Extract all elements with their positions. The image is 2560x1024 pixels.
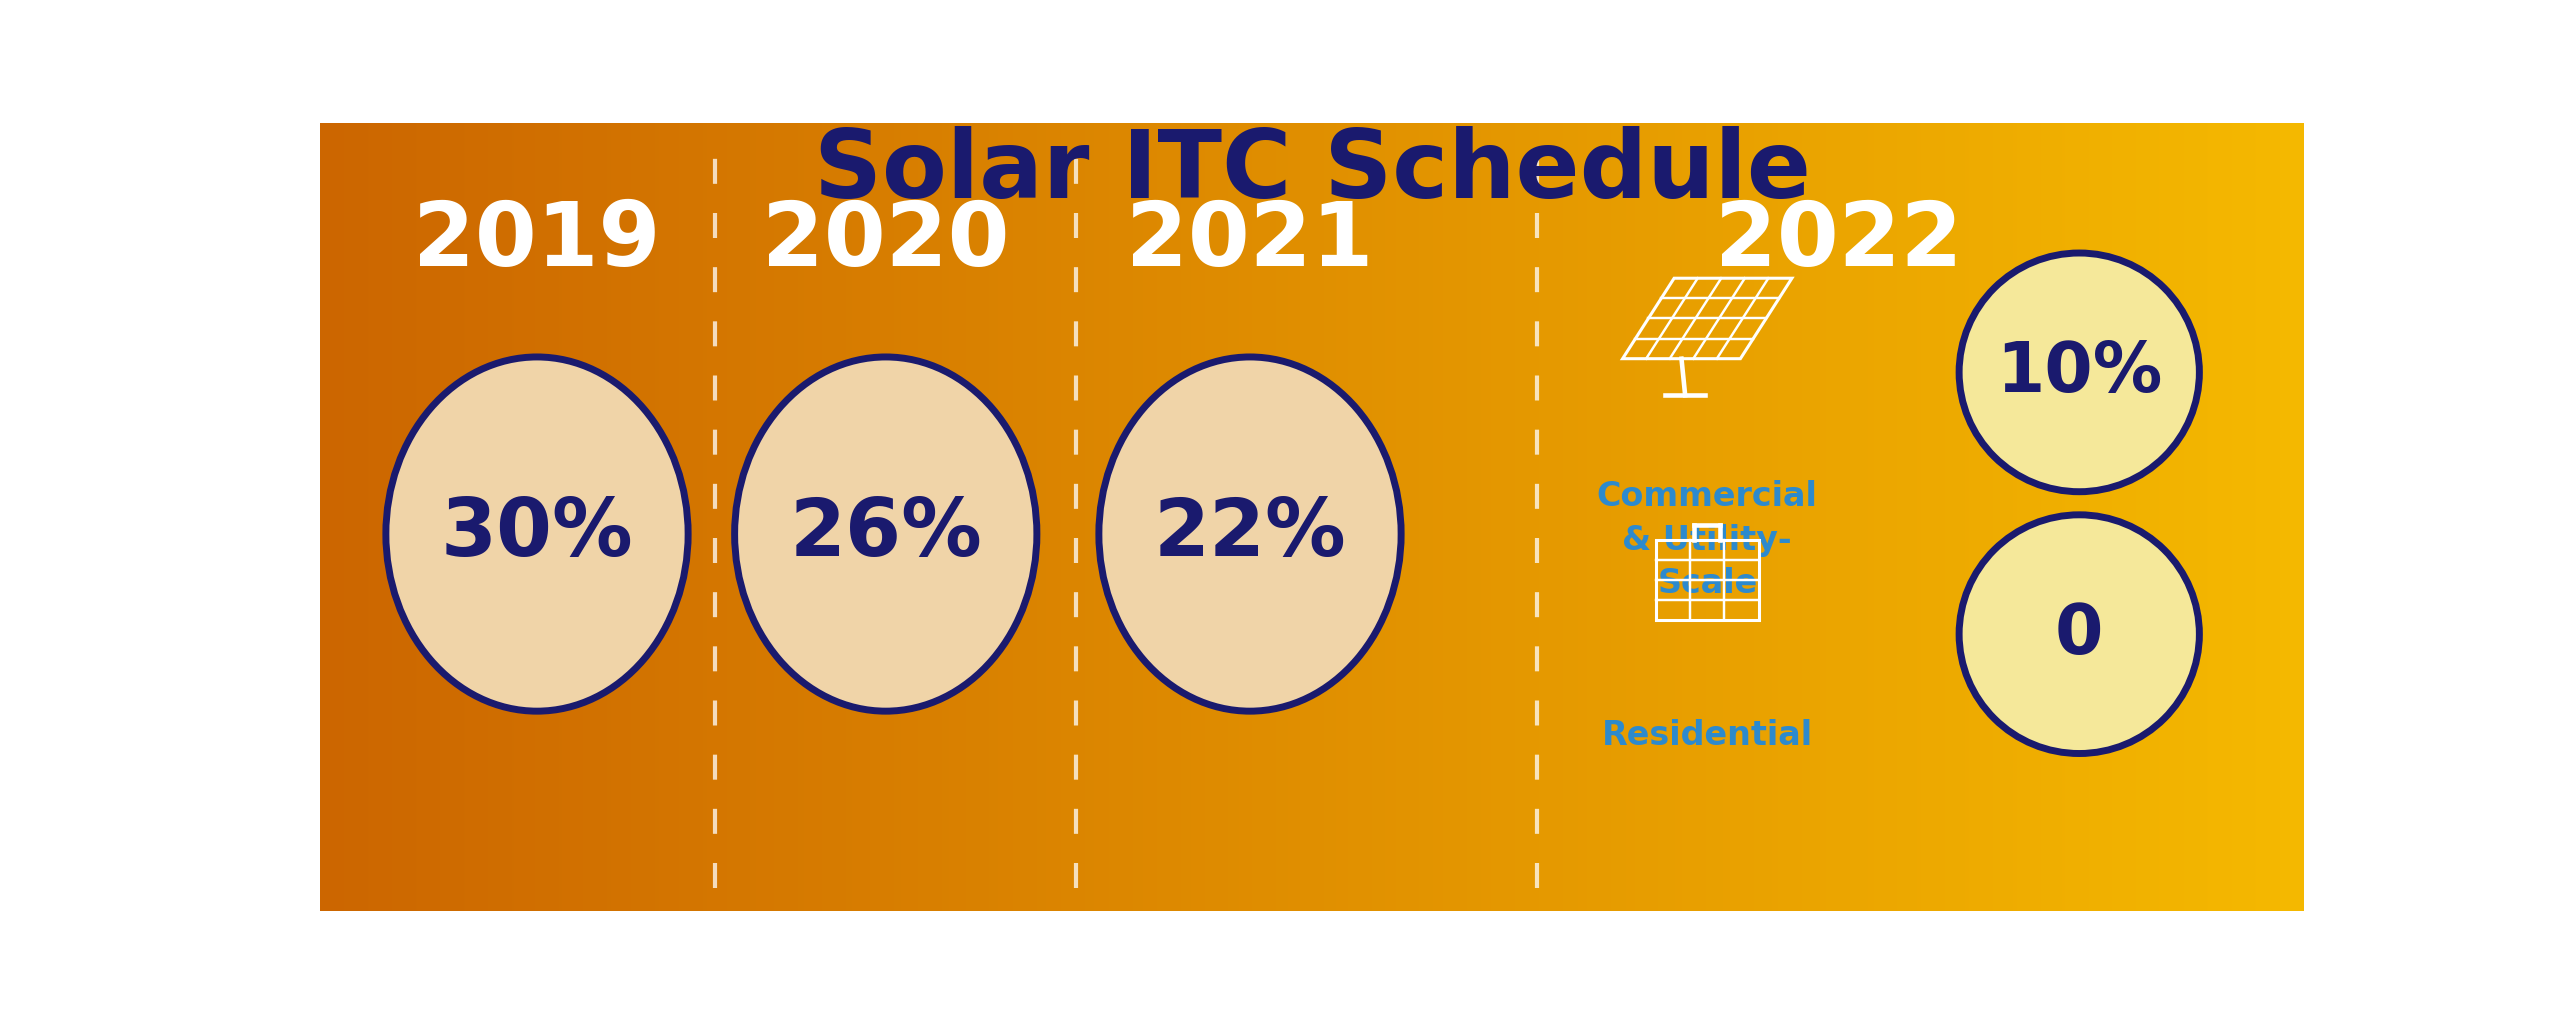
Text: 2022: 2022	[1715, 198, 1964, 285]
Text: 0: 0	[2056, 601, 2104, 668]
Text: 2019: 2019	[412, 198, 660, 285]
Text: 30%: 30%	[440, 495, 632, 573]
Ellipse shape	[1098, 357, 1400, 711]
Ellipse shape	[735, 357, 1037, 711]
Text: Residential: Residential	[1603, 719, 1812, 752]
Text: 10%: 10%	[1997, 339, 2163, 406]
Text: 2021: 2021	[1126, 198, 1375, 285]
Ellipse shape	[387, 357, 689, 711]
Circle shape	[1958, 253, 2199, 492]
Circle shape	[1958, 515, 2199, 754]
Text: 22%: 22%	[1155, 495, 1347, 573]
Text: Commercial
& Utility-
Scale: Commercial & Utility- Scale	[1597, 480, 1818, 600]
Text: 2020: 2020	[763, 198, 1009, 285]
Bar	[1656, 540, 1759, 621]
Text: Solar ITC Schedule: Solar ITC Schedule	[814, 126, 1810, 218]
Text: 26%: 26%	[788, 495, 983, 573]
